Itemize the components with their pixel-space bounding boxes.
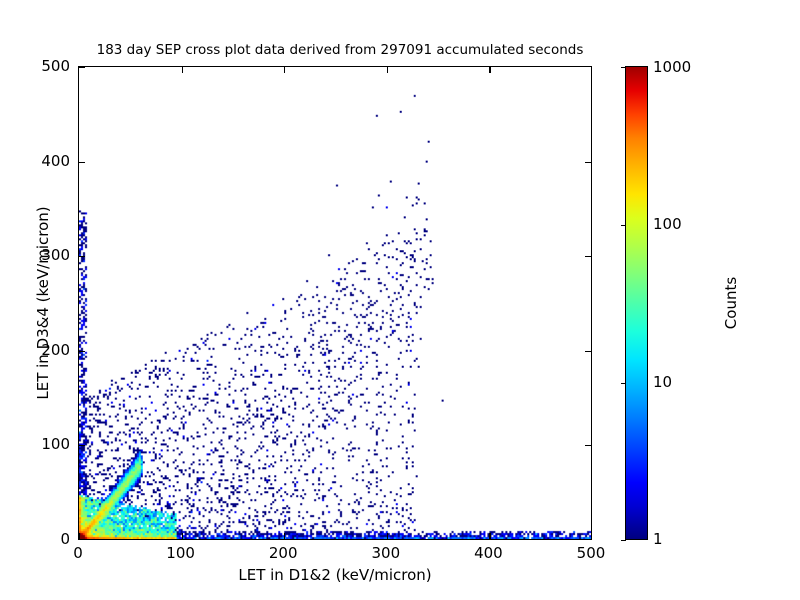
x-tick-100 (181, 533, 183, 539)
colorbar-label: Counts (722, 276, 740, 330)
x-ticklabel-100: 100 (166, 544, 195, 562)
colorbar-ticklabel-1: 1 (653, 529, 663, 548)
y-tick-400 (79, 161, 85, 163)
y-tick-100-right (585, 445, 591, 447)
x-tick-100-top (181, 67, 183, 73)
scatter-data-layer (79, 67, 591, 539)
colorbar-ticklabel-1000: 1000 (653, 58, 692, 76)
colorbar-tick-1000 (621, 67, 626, 69)
colorbar-tick-1 (621, 539, 626, 541)
y-tick-300 (79, 256, 85, 258)
x-tick-400 (489, 533, 491, 539)
y-axis-label: LET in D3&4 (keV/micron) (34, 206, 52, 400)
colorbar-tick-10 (621, 383, 626, 385)
x-ticklabel-300: 300 (371, 544, 401, 562)
x-axis-label: LET in D1&2 (keV/micron) (238, 566, 432, 584)
y-tick-500 (79, 67, 85, 69)
colorbar-ticklabel-10: 10 (653, 373, 673, 391)
y-tick-400-right (585, 161, 591, 163)
y-ticklabel-500: 500 (41, 57, 70, 75)
y-ticklabel-400: 400 (41, 151, 70, 170)
y-ticklabel-100: 100 (41, 435, 70, 454)
y-tick-300-right (585, 256, 591, 258)
colorbar (621, 66, 648, 541)
x-tick-200-top (284, 67, 286, 73)
x-ticklabel-0: 0 (73, 544, 83, 562)
y-tick-200-right (585, 350, 591, 352)
x-tick-400-top (489, 67, 491, 73)
x-ticklabel-200: 200 (268, 544, 298, 562)
x-tick-200 (284, 533, 286, 539)
y-tick-200 (79, 350, 85, 352)
y-ticklabel-300: 300 (41, 246, 70, 265)
colorbar-tick-100 (621, 225, 626, 227)
x-ticklabel-500: 500 (576, 544, 606, 562)
x-tick-0 (79, 533, 81, 539)
y-ticklabel-0: 0 (60, 529, 70, 548)
chart-title-line-1: 183 day SEP cross plot data derived from… (96, 42, 584, 58)
x-tick-300-top (386, 67, 389, 73)
x-ticklabel-400: 400 (474, 544, 503, 562)
scatter-plot-area (78, 66, 592, 540)
y-tick-100 (79, 445, 85, 447)
x-tick-300 (386, 533, 389, 539)
colorbar-ticklabel-100: 100 (653, 215, 682, 233)
y-ticklabel-200: 200 (41, 340, 70, 359)
